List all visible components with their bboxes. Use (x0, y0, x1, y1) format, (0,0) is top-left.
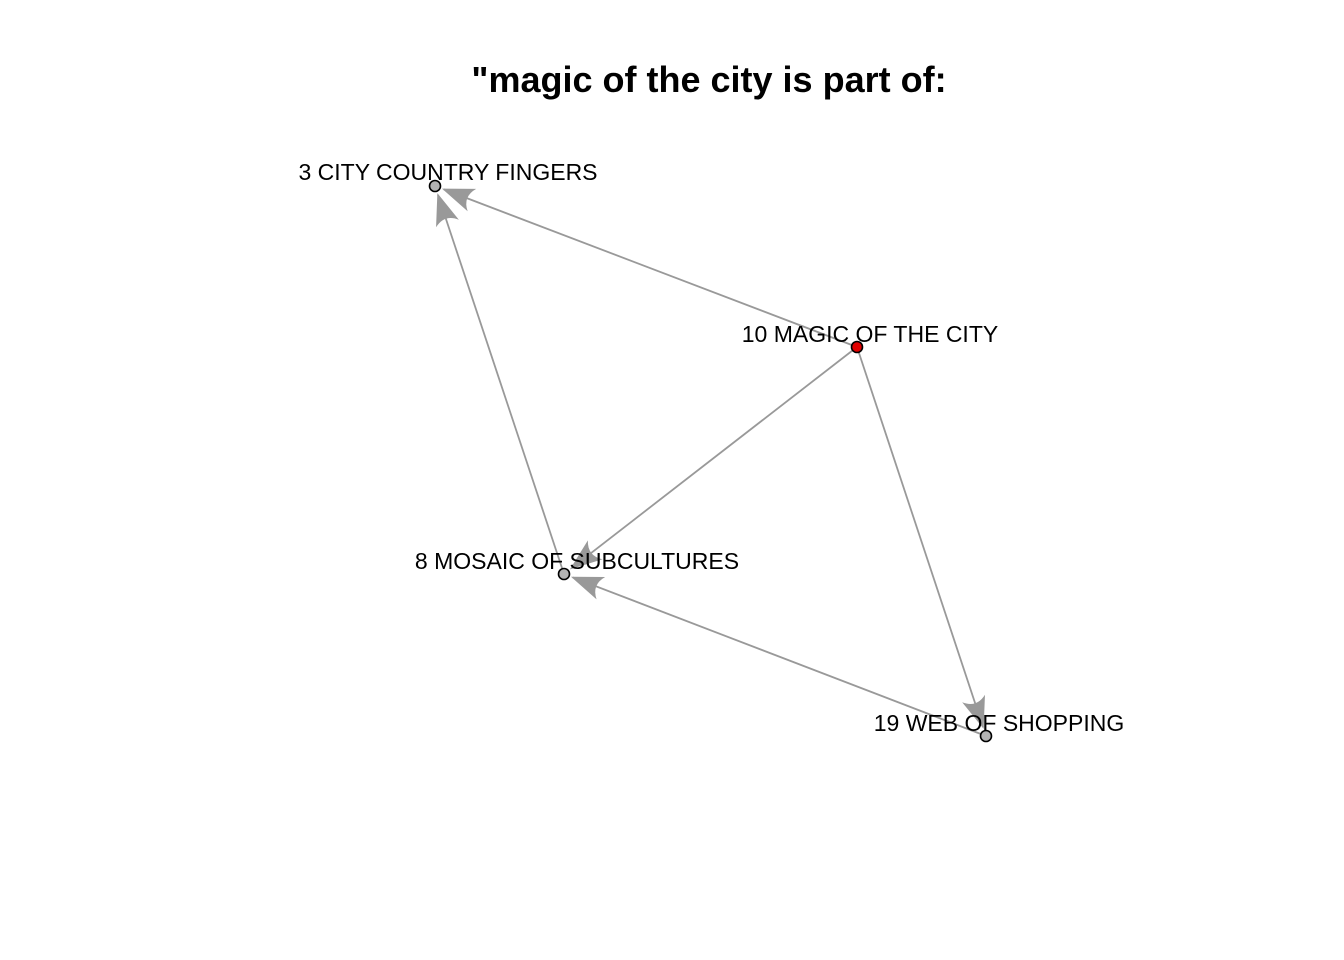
edge-n8-n3 (437, 194, 565, 575)
arrowhead-n10-n3 (442, 188, 477, 212)
nodes-layer (428, 179, 993, 743)
edge-n19-n8 (572, 576, 987, 737)
node-label-n10: 10 MAGIC OF THE CITY (742, 321, 998, 347)
node-label-n19: 19 WEB OF SHOPPING (874, 710, 1125, 736)
node-n3 (428, 179, 442, 193)
arrowhead-n19-n8 (571, 576, 606, 600)
arrowhead-n10-n19 (962, 694, 985, 729)
diagram-title: "magic of the city is part of: (471, 59, 946, 100)
edge-n10-n19 (856, 346, 984, 728)
node-label-n3: 3 CITY COUNTRY FINGERS (298, 159, 597, 185)
arrowhead-n10-n8 (569, 540, 603, 570)
node-n10 (850, 340, 864, 354)
arrowhead-n8-n3 (436, 193, 459, 228)
labels-layer: 3 CITY COUNTRY FINGERS 10 MAGIC OF THE CI… (298, 159, 1124, 736)
edges-layer (436, 188, 987, 737)
node-label-n8: 8 MOSAIC OF SUBCULTURES (415, 548, 739, 574)
node-n19 (979, 729, 993, 743)
edge-n10-n3 (443, 188, 858, 348)
node-n8 (557, 567, 571, 581)
edge-n10-n8 (570, 346, 858, 569)
